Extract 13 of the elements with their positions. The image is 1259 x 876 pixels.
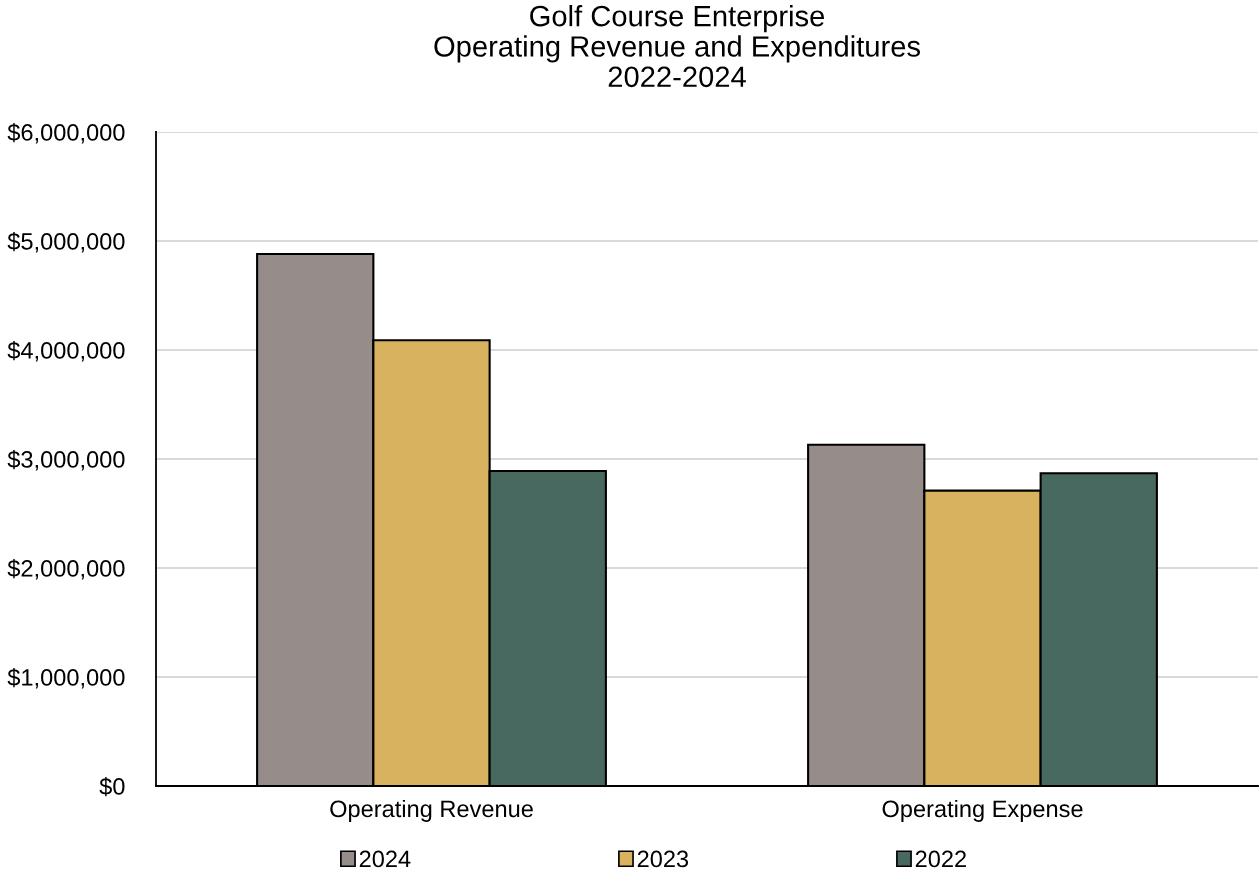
legend-label: 2024: [359, 850, 411, 868]
legend-label: 2023: [637, 850, 689, 868]
y-tick-label: $5,000,000: [7, 232, 125, 253]
y-tick-label: $2,000,000: [7, 559, 125, 580]
y-tick-label: $0: [99, 777, 125, 797]
chart-title: Golf Course Enterprise Operating Revenue and Expenditures 2022-2024: [434, 5, 920, 88]
x-tick-label: Operating Revenue: [330, 799, 533, 822]
y-tick-label: $1,000,000: [7, 668, 125, 689]
y-tick-label: $3,000,000: [7, 450, 125, 471]
x-tick-label: Operating Expense: [882, 799, 1083, 822]
y-tick-label: $6,000,000: [7, 123, 125, 144]
legend-label: 2022: [915, 850, 966, 868]
y-tick-label: $4,000,000: [7, 341, 125, 362]
